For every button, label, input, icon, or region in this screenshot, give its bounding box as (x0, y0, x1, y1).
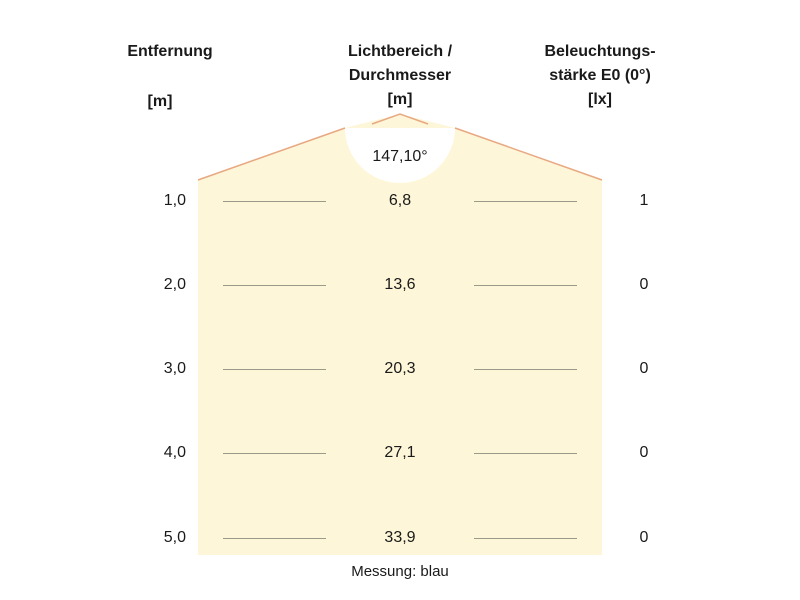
distance-unit: [m] (147, 93, 173, 110)
row-line-left (223, 538, 326, 539)
row-line-right (474, 201, 577, 202)
beam-angle-label: 147,10° (372, 148, 428, 165)
distance-header: Entfernung (127, 43, 213, 60)
row-line-left (223, 369, 326, 370)
row-line-right (474, 369, 577, 370)
measurement-note: Messung: blau (351, 563, 449, 580)
diameter-unit: [m] (387, 91, 413, 108)
illuminance-header-line2: stärke E0 (0°) (549, 67, 651, 84)
diameter-value: 6,8 (388, 192, 412, 209)
diameter-header: Lichtbereich / Durchmesser [m] (330, 40, 470, 112)
light-cone-edge-left (197, 127, 346, 181)
diameter-value: 33,9 (384, 529, 416, 546)
light-cone (198, 114, 602, 555)
light-source-top (371, 113, 429, 125)
illuminance-value: 0 (639, 529, 649, 546)
diameter-value: 13,6 (384, 276, 416, 293)
illuminance-header-line1: Beleuchtungs- (544, 43, 656, 60)
distance-value: 4,0 (163, 444, 186, 461)
diameter-value: 20,3 (384, 360, 416, 377)
row-line-left (223, 201, 326, 202)
row-line-left (223, 285, 326, 286)
row-line-right (474, 285, 577, 286)
illuminance-unit: [lx] (588, 91, 612, 108)
distance-value: 3,0 (163, 360, 186, 377)
diameter-header-line2: Durchmesser (348, 67, 452, 84)
beam-angle-arc (345, 128, 455, 183)
illuminance-value: 1 (639, 192, 649, 209)
row-line-right (474, 453, 577, 454)
row-line-left (223, 453, 326, 454)
distance-value: 2,0 (163, 276, 186, 293)
light-cone-edge-right (454, 127, 603, 181)
diameter-header-line1: Lichtbereich / (347, 43, 453, 60)
illuminance-header: Beleuchtungs- stärke E0 (0°) [lx] (525, 40, 675, 112)
distance-value: 5,0 (163, 529, 186, 546)
distance-value: 1,0 (163, 192, 186, 209)
illuminance-value: 0 (639, 276, 649, 293)
row-line-right (474, 538, 577, 539)
diameter-value: 27,1 (384, 444, 416, 461)
illuminance-value: 0 (639, 360, 649, 377)
illuminance-value: 0 (639, 444, 649, 461)
